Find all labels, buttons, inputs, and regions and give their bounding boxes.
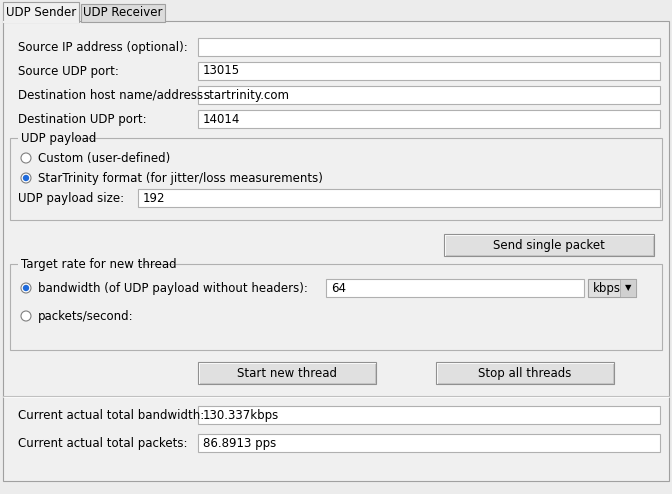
Circle shape (21, 173, 31, 183)
Bar (18, 259, 139, 269)
Bar (436, 362, 614, 384)
Bar (198, 362, 376, 384)
Bar (138, 189, 660, 207)
Text: Start new thread: Start new thread (237, 367, 337, 379)
Bar (620, 279, 636, 297)
Text: Destination UDP port:: Destination UDP port: (18, 113, 146, 125)
Text: Destination host name/address:: Destination host name/address: (18, 88, 207, 101)
Text: 14014: 14014 (203, 113, 241, 125)
Text: Send single packet: Send single packet (493, 239, 605, 251)
Bar (445, 235, 653, 255)
Text: packets/second:: packets/second: (38, 310, 134, 323)
Bar (198, 434, 660, 452)
Text: 130.337kbps: 130.337kbps (203, 409, 280, 421)
Text: 64: 64 (331, 282, 346, 294)
Bar (326, 279, 584, 297)
Bar (198, 38, 660, 56)
Bar (198, 86, 660, 104)
Text: 86.8913 pps: 86.8913 pps (203, 437, 276, 450)
Text: bandwidth (of UDP payload without headers):: bandwidth (of UDP payload without header… (38, 282, 308, 294)
Bar (3, 2, 79, 22)
Bar (10, 264, 662, 350)
Bar (199, 363, 375, 383)
Bar (198, 406, 660, 424)
Bar (444, 234, 654, 256)
Text: UDP Sender: UDP Sender (6, 5, 76, 18)
Text: 13015: 13015 (203, 65, 240, 78)
Bar (81, 4, 165, 22)
Bar (588, 279, 636, 297)
Text: StarTrinity format (for jitter/loss measurements): StarTrinity format (for jitter/loss meas… (38, 171, 323, 184)
Circle shape (21, 153, 31, 163)
Text: ▼: ▼ (625, 284, 631, 292)
Text: UDP payload: UDP payload (21, 131, 96, 145)
Text: 192: 192 (143, 192, 165, 205)
Text: UDP Receiver: UDP Receiver (83, 6, 163, 19)
Circle shape (23, 285, 29, 291)
Bar (198, 110, 660, 128)
Bar (10, 138, 662, 220)
Circle shape (23, 175, 29, 181)
Bar (437, 363, 613, 383)
Bar (18, 133, 73, 143)
Circle shape (21, 283, 31, 293)
Circle shape (21, 311, 31, 321)
Text: Current actual total packets:: Current actual total packets: (18, 437, 187, 450)
Text: Current actual total bandwidth:: Current actual total bandwidth: (18, 409, 204, 421)
Text: Stop all threads: Stop all threads (478, 367, 572, 379)
Text: UDP payload size:: UDP payload size: (18, 192, 124, 205)
Text: Target rate for new thread: Target rate for new thread (21, 257, 177, 271)
Text: startrinity.com: startrinity.com (203, 88, 289, 101)
Text: Custom (user-defined): Custom (user-defined) (38, 152, 170, 165)
Text: Source UDP port:: Source UDP port: (18, 65, 119, 78)
Text: kbps: kbps (593, 282, 621, 294)
Bar (198, 62, 660, 80)
Text: Source IP address (optional):: Source IP address (optional): (18, 41, 187, 53)
